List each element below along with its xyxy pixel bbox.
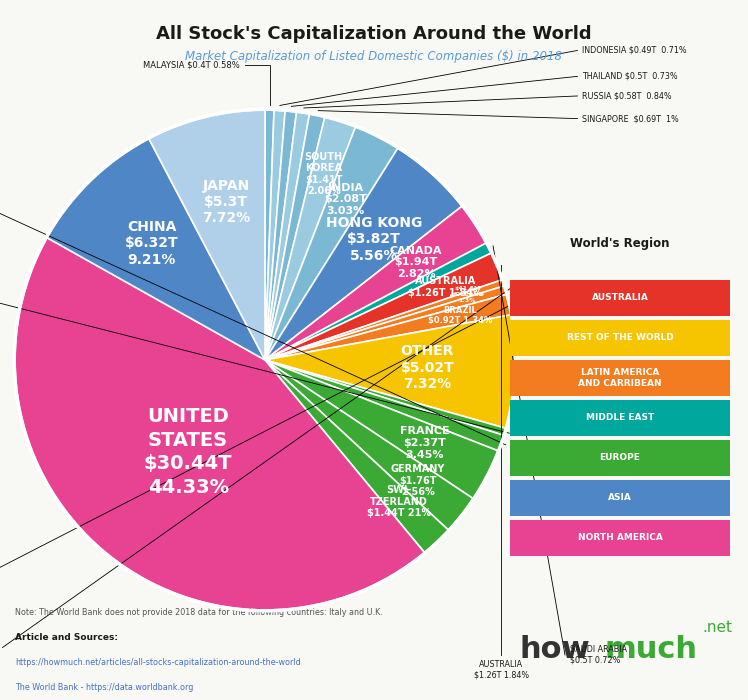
Wedge shape <box>265 360 503 451</box>
Text: HONG KONG
$3.82T
5.56%: HONG KONG $3.82T 5.56% <box>325 216 422 262</box>
Wedge shape <box>265 295 511 360</box>
Text: NORTH AMERICA: NORTH AMERICA <box>577 533 663 542</box>
Text: RUSSIA $0.58T  0.84%: RUSSIA $0.58T 0.84% <box>583 92 672 101</box>
Text: MALAYSIA $0.4T 0.58%: MALAYSIA $0.4T 0.58% <box>144 60 240 69</box>
Text: OTHER
$5.02T
7.32%: OTHER $5.02T 7.32% <box>400 344 454 391</box>
Wedge shape <box>265 360 498 498</box>
Text: EUROPE: EUROPE <box>600 454 640 463</box>
Text: https://howmuch.net/articles/all-stocks-capitalization-around-the-world: https://howmuch.net/articles/all-stocks-… <box>15 658 301 667</box>
Text: THAILAND $0.5T  0.73%: THAILAND $0.5T 0.73% <box>583 72 678 81</box>
Text: SINGAPORE  $0.69T  1%: SINGAPORE $0.69T 1% <box>583 114 679 123</box>
Text: .net: .net <box>702 620 732 635</box>
FancyBboxPatch shape <box>510 520 730 556</box>
Text: JAPAN
$5.3T
7.72%: JAPAN $5.3T 7.72% <box>202 179 251 225</box>
Wedge shape <box>265 112 310 360</box>
Wedge shape <box>265 148 462 360</box>
Text: The World Bank - https://data.worldbank.org: The World Bank - https://data.worldbank.… <box>15 683 194 692</box>
Text: SOUTH
KOREA
$1.41T
2.06%: SOUTH KOREA $1.41T 2.06% <box>304 152 343 197</box>
Text: INDONESIA $0.49T  0.71%: INDONESIA $0.49T 0.71% <box>583 46 687 55</box>
Wedge shape <box>265 360 506 435</box>
Wedge shape <box>265 110 274 360</box>
Wedge shape <box>265 114 325 360</box>
Wedge shape <box>265 110 285 360</box>
Text: World's Region: World's Region <box>570 237 669 250</box>
Text: Article and Sources:: Article and Sources: <box>15 633 118 642</box>
Text: MIDDLE EAST: MIDDLE EAST <box>586 414 654 423</box>
FancyBboxPatch shape <box>510 440 730 476</box>
Text: LATIN AMERICA
AND CARRIBEAN: LATIN AMERICA AND CARRIBEAN <box>578 368 662 388</box>
Text: Market Capitalization of Listed Domestic Companies ($) in 2018: Market Capitalization of Listed Domestic… <box>186 50 562 63</box>
Wedge shape <box>47 139 265 360</box>
FancyBboxPatch shape <box>510 480 730 516</box>
Wedge shape <box>265 360 473 530</box>
FancyBboxPatch shape <box>510 360 730 396</box>
Wedge shape <box>265 360 448 552</box>
FancyBboxPatch shape <box>510 280 730 316</box>
Wedge shape <box>149 110 265 360</box>
Text: REST OF THE WORLD: REST OF THE WORLD <box>567 333 673 342</box>
Text: how: how <box>520 635 591 664</box>
Text: ASIA: ASIA <box>608 494 632 503</box>
FancyBboxPatch shape <box>510 400 730 436</box>
Text: CHINA
$6.32T
9.21%: CHINA $6.32T 9.21% <box>125 220 179 267</box>
Wedge shape <box>265 280 504 360</box>
Wedge shape <box>265 243 491 360</box>
Text: SWI-
TZERLAND
$1.44T 21%: SWI- TZERLAND $1.44T 21% <box>367 485 431 518</box>
Text: BRAZIL
$0.92T 1.34%: BRAZIL $0.92T 1.34% <box>428 306 492 326</box>
Wedge shape <box>265 111 296 360</box>
Wedge shape <box>265 127 398 360</box>
Wedge shape <box>15 238 424 610</box>
Text: FRANCE
$2.37T
3.45%: FRANCE $2.37T 3.45% <box>400 426 450 460</box>
Text: $41.6M
HOLLAND
1.3%: $41.6M HOLLAND 1.3% <box>450 286 484 303</box>
Text: AUSTRALIA: AUSTRALIA <box>592 293 649 302</box>
Wedge shape <box>265 206 486 360</box>
FancyBboxPatch shape <box>510 320 730 356</box>
Text: CANADA
$1.94T
2.82%: CANADA $1.94T 2.82% <box>390 246 442 279</box>
Text: much: much <box>605 635 698 664</box>
Text: All Stock's Capitalization Around the World: All Stock's Capitalization Around the Wo… <box>156 25 592 43</box>
Text: UNITED
STATES
$30.44T
44.33%: UNITED STATES $30.44T 44.33% <box>144 407 233 497</box>
Wedge shape <box>265 286 506 360</box>
Text: AUSTRALIA
$1.26T 1.84%: AUSTRALIA $1.26T 1.84% <box>474 660 529 680</box>
Text: Note: The World Bank does not provide 2018 data for the following countries: Ita: Note: The World Bank does not provide 20… <box>15 608 383 617</box>
Text: SAUDI ARABIA
$0.5T 0.72%: SAUDI ARABIA $0.5T 0.72% <box>570 645 627 665</box>
Text: INDIA
$2.08T
3.03%: INDIA $2.08T 3.03% <box>325 183 367 216</box>
Text: AUSTRALIA
$1.26T 1.84%: AUSTRALIA $1.26T 1.84% <box>408 276 483 298</box>
Text: GERMANY
$1.76T
2.56%: GERMANY $1.76T 2.56% <box>391 464 445 497</box>
Wedge shape <box>265 253 502 360</box>
Wedge shape <box>265 315 515 428</box>
Wedge shape <box>265 118 355 360</box>
